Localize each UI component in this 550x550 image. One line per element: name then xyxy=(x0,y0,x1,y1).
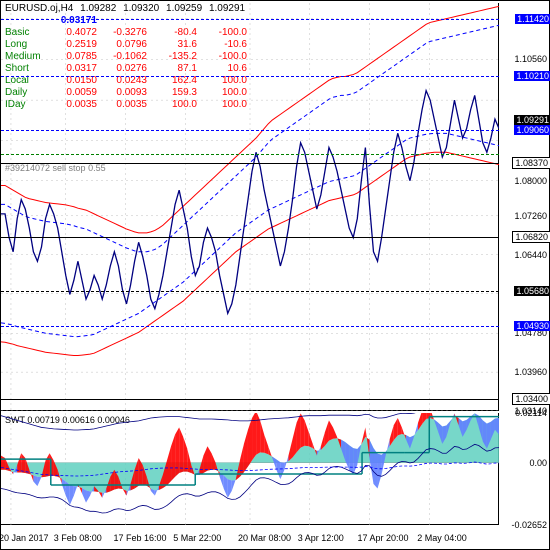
x-tick-label: 17 Feb 16:00 xyxy=(114,533,167,543)
sub-y-tick: 0.00 xyxy=(529,458,547,468)
sub-indicator-chart[interactable]: SWT 0.00719 0.00616 0.00046 xyxy=(1,413,499,525)
price-level-box: 1.04930 xyxy=(514,321,550,331)
price-level-box: 1.09291 xyxy=(514,115,550,125)
y-tick-label: 1.08000 xyxy=(514,176,547,186)
sub-y-tick: -0.02652 xyxy=(511,520,547,530)
price-level-box: 1.09060 xyxy=(514,125,550,135)
order-label: #39214072 sell stop 0.55 xyxy=(5,163,106,173)
price-level-box: 1.03400 xyxy=(512,393,550,405)
price-level-box: 1.05680 xyxy=(514,286,550,296)
price-level-box: 1.06820 xyxy=(512,231,550,243)
y-tick-label: 1.06440 xyxy=(514,250,547,260)
y-tick-label: 1.03960 xyxy=(514,367,547,377)
price-level-box: 1.10210 xyxy=(514,71,550,81)
price-level-box: 1.08370 xyxy=(512,157,550,169)
y-tick-label: 1.10560 xyxy=(514,54,547,64)
x-tick-label: 17 Apr 20:00 xyxy=(358,533,409,543)
y-tick-label: 1.07260 xyxy=(514,211,547,221)
sub-y-axis: 0.021140.00-0.02652 xyxy=(499,413,549,525)
x-tick-label: 3 Feb 08:00 xyxy=(54,533,102,543)
main-price-chart[interactable]: #39214072 sell stop 0.55 xyxy=(1,3,499,411)
x-tick-label: 20 Mar 08:00 xyxy=(238,533,291,543)
x-axis: 20 Jan 2017 3 Feb 08:00 17 Feb 16:00 5 Mar … xyxy=(1,525,499,549)
price-level-box: 1.11420 xyxy=(515,14,550,24)
sub-y-tick: 0.02114 xyxy=(515,408,547,418)
main-y-axis: 1.105601.080001.072601.064401.047801.039… xyxy=(499,3,549,411)
x-tick-label: 2 May 04:00 xyxy=(417,533,467,543)
chart-container: EURUSD.oj,H4 1.09282 1.09320 1.09259 1.0… xyxy=(0,0,550,550)
x-tick-label: 3 Apr 12:00 xyxy=(298,533,344,543)
x-tick-label: 5 Mar 22:00 xyxy=(173,533,221,543)
x-tick-label: 20 Jan 2017 xyxy=(0,533,49,543)
